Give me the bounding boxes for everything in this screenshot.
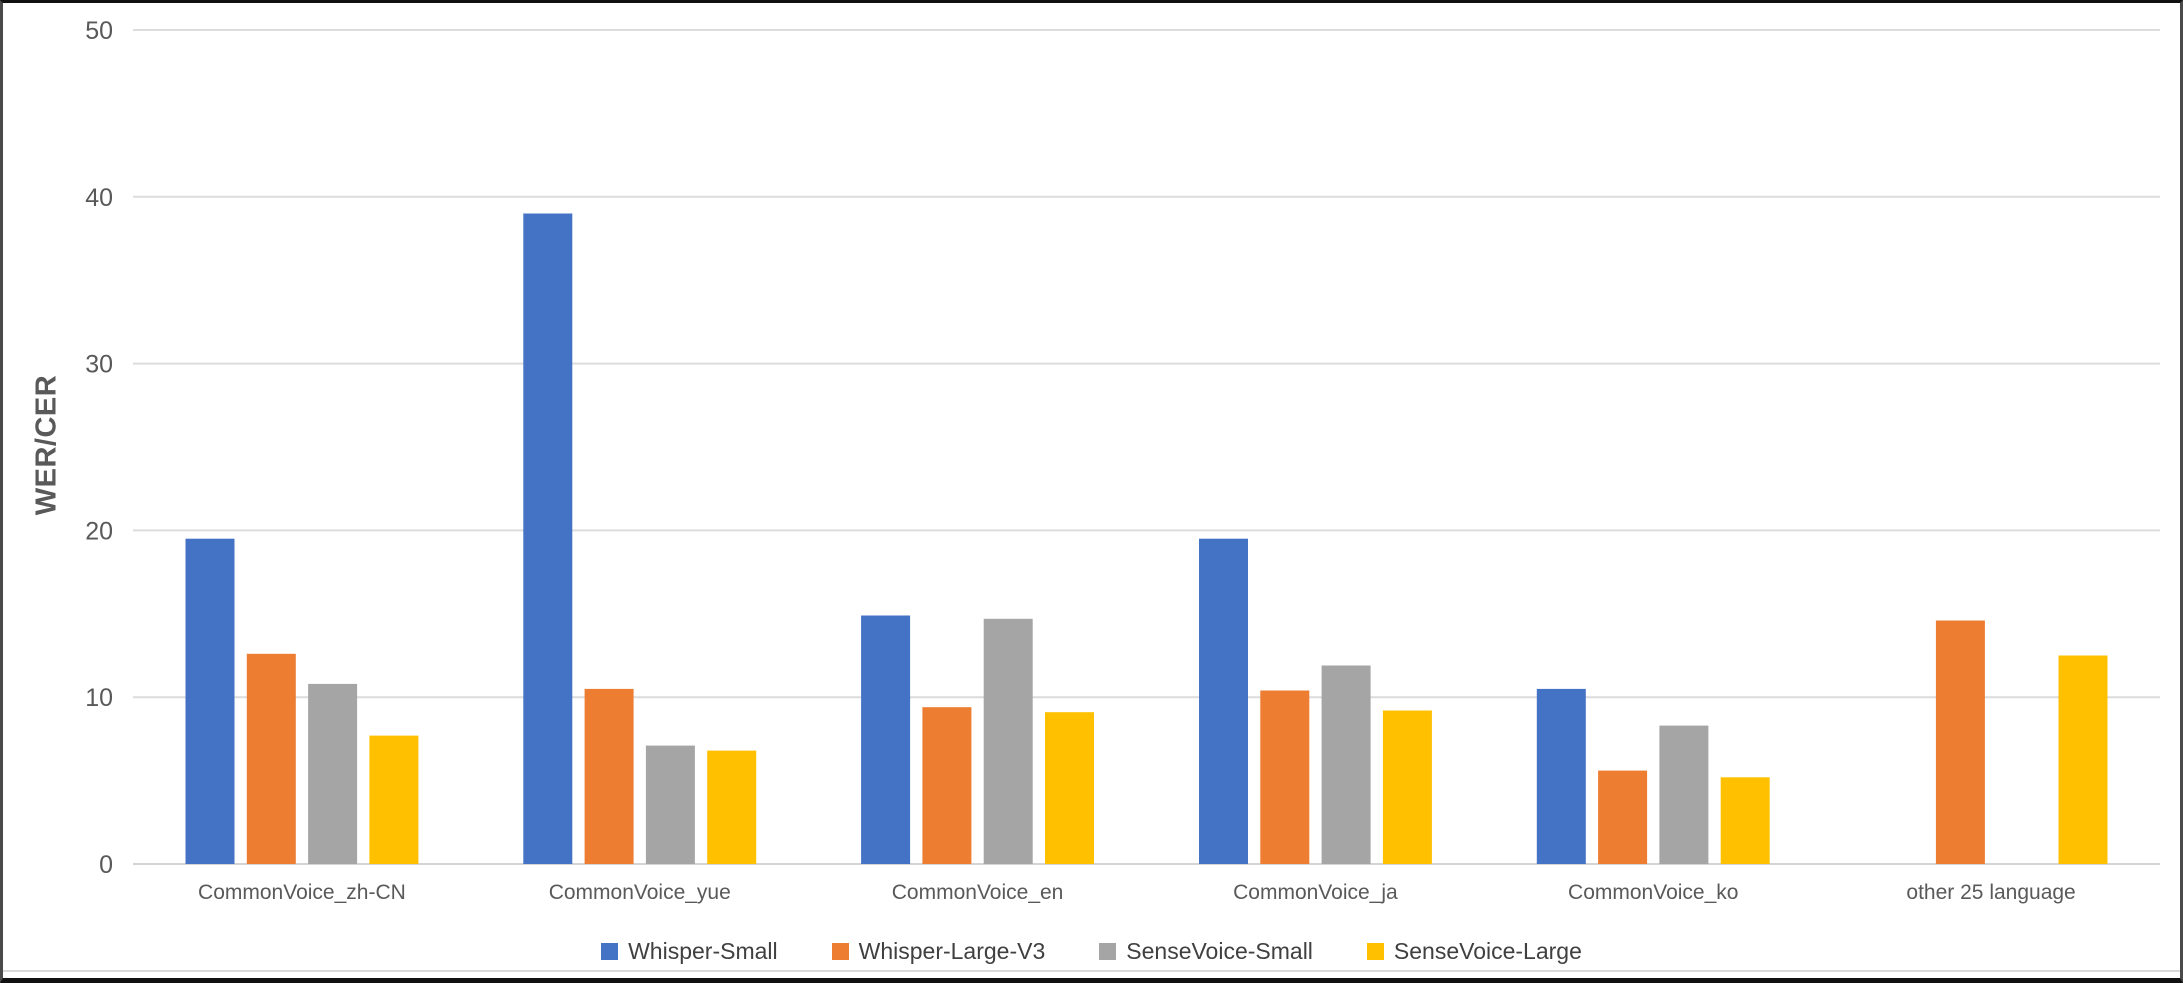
- category-label-commonvoice-yue: CommonVoice_yue: [549, 881, 731, 904]
- y-tick-label-40: 40: [85, 184, 113, 212]
- category-label-commonvoice-en: CommonVoice_en: [892, 881, 1064, 904]
- bar-sensevoice-small-commonvoice-ko: [1659, 725, 1709, 864]
- y-tick-label-10: 10: [85, 684, 113, 712]
- category-label-commonvoice-zh-cn: CommonVoice_zh-CN: [198, 881, 406, 904]
- legend-label-whisper-small: Whisper-Small: [628, 937, 778, 964]
- legend-label-whisper-large-v3: Whisper-Large-V3: [858, 937, 1046, 964]
- bar-whisper-large-v3-commonvoice-zh-cn: [246, 653, 296, 864]
- bar-whisper-small-commonvoice-zh-cn: [185, 538, 235, 864]
- legend-item-whisper-large-v3: Whisper-Large-V3: [831, 937, 1046, 965]
- bar-sensevoice-large-commonvoice-ko: [1720, 777, 1770, 864]
- bar-whisper-small-commonvoice-yue: [523, 213, 573, 864]
- bar-sensevoice-small-commonvoice-zh-cn: [308, 683, 358, 864]
- bar-whisper-large-v3-other-25-language: [1935, 620, 1985, 864]
- y-axis-title: WER/CER: [30, 374, 63, 516]
- legend-swatch-whisper-small: [601, 942, 619, 960]
- bar-sensevoice-small-commonvoice-en: [983, 618, 1033, 864]
- bar-whisper-large-v3-commonvoice-ja: [1260, 690, 1310, 864]
- bar-sensevoice-large-commonvoice-yue: [707, 750, 757, 864]
- bar-chart: 0 10 20 30 40 50 CommonVoice_zh-CN CommonVoice_…: [3, 3, 2180, 978]
- legend-label-sensevoice-small: SenseVoice-Small: [1126, 937, 1313, 964]
- bar-sensevoice-large-commonvoice-zh-cn: [369, 735, 419, 864]
- bar-whisper-small-commonvoice-ko: [1536, 688, 1586, 864]
- category-label-commonvoice-ko: CommonVoice_ko: [1568, 881, 1738, 904]
- bar-whisper-large-v3-commonvoice-yue: [584, 688, 634, 864]
- bar-sensevoice-small-commonvoice-yue: [645, 745, 695, 864]
- legend-label-sensevoice-large: SenseVoice-Large: [1393, 937, 1582, 964]
- bottom-hairline: [3, 970, 2180, 972]
- bar-sensevoice-small-commonvoice-ja: [1321, 665, 1371, 864]
- y-tick-label-0: 0: [99, 851, 113, 879]
- chart-plot-area: 0 10 20 30 40 50 CommonVoice_zh-CN CommonVoice_…: [85, 17, 2160, 904]
- chart-legend: Whisper-Small Whisper-Large-V3 SenseVoice-…: [3, 934, 2180, 968]
- y-tick-label-20: 20: [85, 517, 113, 545]
- bar-whisper-small-commonvoice-ja: [1199, 538, 1248, 864]
- legend-item-whisper-small: Whisper-Small: [601, 938, 778, 965]
- bar-sensevoice-large-other-25-language: [2058, 655, 2108, 864]
- legend-item-sensevoice-large: SenseVoice-Large: [1366, 937, 1582, 965]
- legend-swatch-whisper-large-v3: [831, 942, 849, 960]
- category-label-commonvoice-ja: CommonVoice_ja: [1233, 881, 1398, 904]
- bar-whisper-large-v3-commonvoice-ko: [1598, 770, 1648, 864]
- y-tick-label-50: 50: [85, 17, 113, 45]
- y-tick-label-30: 30: [85, 351, 113, 379]
- legend-item-sensevoice-small: SenseVoice-Small: [1099, 938, 1313, 965]
- bar-sensevoice-large-commonvoice-en: [1045, 712, 1094, 864]
- bar-whisper-large-v3-commonvoice-en: [922, 707, 972, 864]
- legend-swatch-sensevoice-small: [1099, 942, 1117, 960]
- bar-sensevoice-large-commonvoice-ja: [1382, 710, 1432, 864]
- bar-whisper-small-commonvoice-en: [861, 615, 911, 864]
- legend-swatch-sensevoice-large: [1366, 942, 1384, 960]
- category-label-other-25-language: other 25 language: [1906, 881, 2075, 904]
